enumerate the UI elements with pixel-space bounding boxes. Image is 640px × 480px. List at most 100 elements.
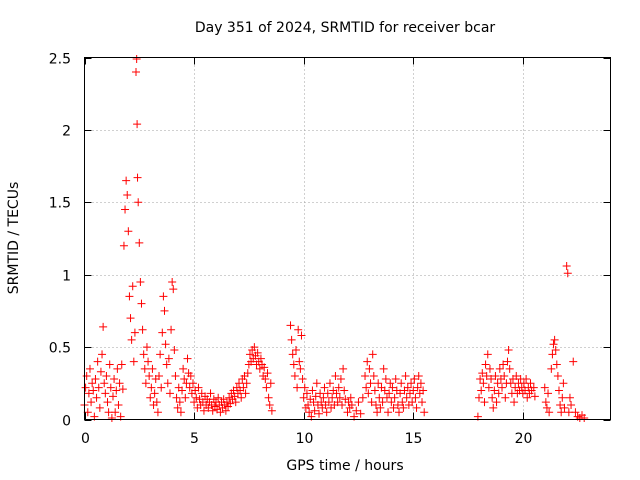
data-point xyxy=(340,386,349,395)
data-point xyxy=(411,393,420,402)
data-point xyxy=(562,262,571,271)
data-point xyxy=(199,406,208,415)
data-point xyxy=(352,406,361,415)
data-point xyxy=(523,393,532,402)
x-tick-label: 20 xyxy=(515,431,533,447)
data-point xyxy=(320,383,329,392)
data-point xyxy=(160,306,169,315)
data-point xyxy=(477,386,486,395)
data-point xyxy=(309,398,318,407)
data-point xyxy=(84,389,93,398)
data-point xyxy=(542,403,551,412)
data-point xyxy=(138,325,147,334)
data-point xyxy=(289,360,298,369)
data-point xyxy=(493,379,502,388)
data-point xyxy=(319,393,328,402)
data-point xyxy=(137,299,146,308)
data-point xyxy=(94,383,103,392)
data-point xyxy=(540,383,549,392)
data-point xyxy=(402,393,411,402)
data-point xyxy=(107,414,116,423)
data-point xyxy=(226,399,235,408)
data-point xyxy=(112,386,121,395)
data-point xyxy=(91,374,100,383)
data-point xyxy=(128,282,137,291)
data-point xyxy=(336,374,345,383)
data-point xyxy=(190,398,199,407)
data-point xyxy=(485,364,494,373)
data-point xyxy=(206,389,215,398)
data-point xyxy=(134,198,143,207)
data-point xyxy=(312,379,321,388)
data-point xyxy=(571,408,580,417)
data-point xyxy=(510,398,519,407)
data-point xyxy=(293,383,302,392)
data-point xyxy=(407,379,416,388)
data-point xyxy=(152,398,161,407)
data-point xyxy=(580,414,589,423)
data-point xyxy=(565,393,574,402)
data-point xyxy=(551,345,560,354)
data-point xyxy=(390,393,399,402)
data-point xyxy=(498,383,507,392)
data-point xyxy=(267,406,276,415)
data-point xyxy=(146,393,155,402)
data-point xyxy=(93,357,102,366)
data-point xyxy=(310,406,319,415)
data-point xyxy=(231,398,240,407)
data-point xyxy=(382,393,391,402)
data-point xyxy=(322,408,331,417)
data-point xyxy=(165,389,174,398)
data-point xyxy=(495,364,504,373)
data-point xyxy=(391,374,400,383)
data-point xyxy=(419,386,428,395)
data-point xyxy=(260,363,269,372)
data-point xyxy=(164,354,173,363)
data-point xyxy=(399,403,408,412)
data-point xyxy=(119,241,128,250)
data-point xyxy=(333,398,342,407)
data-point xyxy=(506,379,515,388)
data-point xyxy=(547,364,556,373)
data-point xyxy=(365,364,374,373)
y-tick-label: 1.5 xyxy=(49,196,71,212)
data-point xyxy=(325,379,334,388)
data-point xyxy=(264,393,273,402)
data-point xyxy=(356,409,365,418)
data-point xyxy=(550,335,559,344)
data-point xyxy=(504,345,513,354)
y-tick-label: 2.5 xyxy=(49,52,71,68)
data-point xyxy=(96,367,105,376)
data-point xyxy=(216,408,225,417)
data-point xyxy=(133,173,142,182)
x-axis-label: GPS time / hours xyxy=(286,458,403,474)
data-point xyxy=(403,383,412,392)
data-point xyxy=(530,392,539,401)
data-point xyxy=(343,408,352,417)
data-point xyxy=(95,403,104,412)
data-point xyxy=(420,408,429,417)
data-point xyxy=(214,393,223,402)
data-point xyxy=(358,393,367,402)
data-point xyxy=(488,393,497,402)
data-point xyxy=(239,383,248,392)
data-point xyxy=(505,364,514,373)
data-point xyxy=(323,389,332,398)
data-point xyxy=(375,393,384,402)
data-point xyxy=(300,383,309,392)
data-point xyxy=(414,372,423,381)
data-point xyxy=(490,386,499,395)
data-point xyxy=(175,398,184,407)
data-point xyxy=(121,205,130,214)
data-point xyxy=(368,350,377,359)
data-point xyxy=(366,379,375,388)
data-point xyxy=(118,385,127,394)
data-point xyxy=(478,369,487,378)
data-point xyxy=(489,403,498,412)
data-point xyxy=(157,383,166,392)
data-point xyxy=(113,364,122,373)
data-point xyxy=(181,393,190,402)
data-point xyxy=(501,393,510,402)
data-point xyxy=(544,389,553,398)
